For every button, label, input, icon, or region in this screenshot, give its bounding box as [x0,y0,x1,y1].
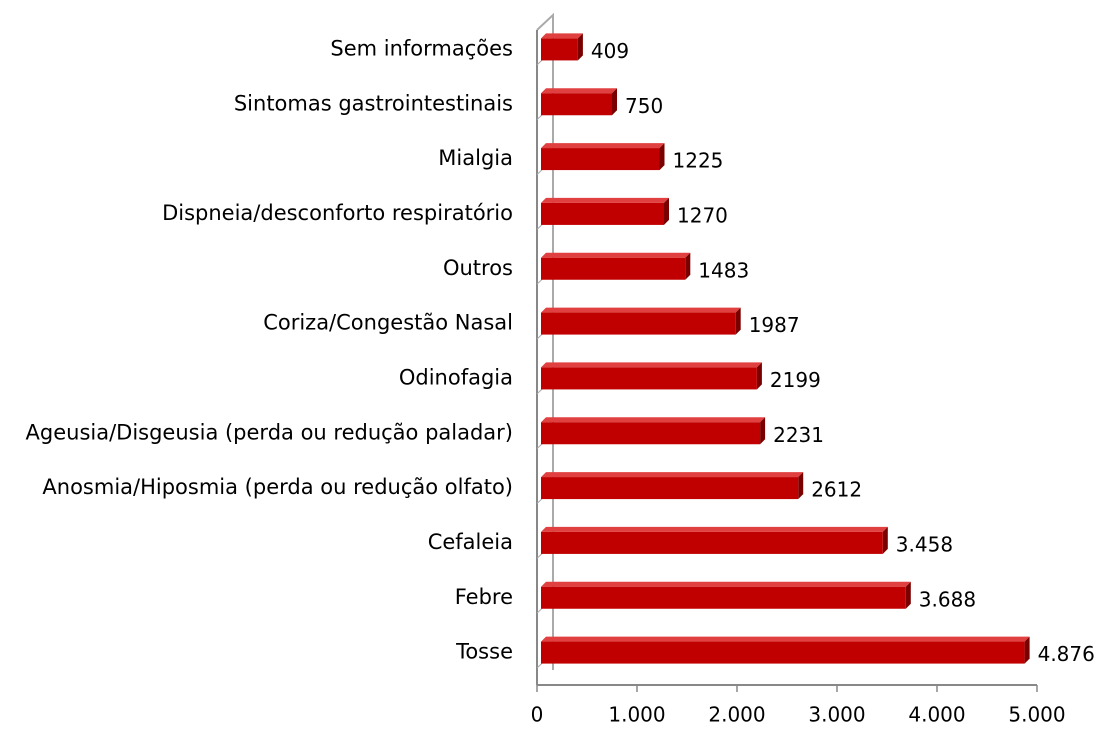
category-label: Sem informações [330,36,513,60]
bar-top [541,636,1030,642]
category-label: Ageusia/Disgeusia (perda ou redução pala… [26,420,513,444]
value-label: 750 [625,94,663,118]
x-tick-label: 0 [531,703,544,727]
value-label: 1270 [677,203,728,227]
x-tick-label: 5.000 [1008,703,1065,727]
axis-wall [536,12,554,670]
bar-top [541,88,617,94]
bar-side [882,526,888,554]
category-label: Dispneia/desconforto respiratório [162,201,513,225]
bar [541,257,686,280]
bar [541,477,799,500]
bar-side [756,362,762,390]
bar [541,641,1025,664]
bar-top [541,526,888,532]
category-label: Odinofagia [399,365,513,389]
value-label: 2612 [811,478,862,502]
bar-top [541,417,766,423]
category-label: Mialgia [438,146,513,170]
bar-top [541,472,804,478]
bar [541,202,664,225]
bar-top [541,307,741,313]
bar-side [664,197,669,225]
category-label: Sintomas gastrointestinais [234,91,513,115]
value-label: 4.876 [1038,642,1095,666]
bar [541,422,761,445]
bar [541,586,906,609]
bar-top [541,197,669,203]
bar-side [612,88,617,116]
bar-side [577,33,583,61]
bar-top [541,362,762,368]
bar [541,531,883,554]
value-label: 1987 [749,313,800,337]
bar [541,93,612,116]
bar-side [1024,636,1030,664]
value-label: 1225 [673,149,724,173]
x-tick-label: 3.000 [808,703,865,727]
value-label: 409 [591,39,629,63]
bar [541,367,757,390]
value-label: 1483 [698,258,749,282]
category-label: Cefaleia [428,530,513,554]
value-label: 3.688 [919,587,976,611]
x-tick-label: 4.000 [908,703,965,727]
category-label: Outros [443,256,513,280]
bar [541,148,660,171]
value-label: 2231 [773,423,824,447]
bar-side [685,252,691,280]
bar [541,38,578,61]
category-label: Coriza/Congestão Nasal [263,311,513,335]
bar-top [541,33,583,39]
bar-top [541,143,665,149]
bar-side [659,143,665,171]
x-tick-label: 1.000 [608,703,665,727]
bar [541,312,736,335]
bar-side [735,307,741,335]
bar-top [541,252,691,258]
category-label: Febre [455,585,513,609]
value-label: 3.458 [896,532,953,556]
bar-side [760,417,766,445]
x-tick-label: 2.000 [708,703,765,727]
bar-side [798,472,804,500]
value-label: 2199 [770,368,821,392]
category-label: Tosse [455,640,513,664]
bar-top [541,581,911,587]
category-label: Anosmia/Hiposmia (perda ou redução olfat… [42,475,513,499]
bar-side [905,581,911,609]
